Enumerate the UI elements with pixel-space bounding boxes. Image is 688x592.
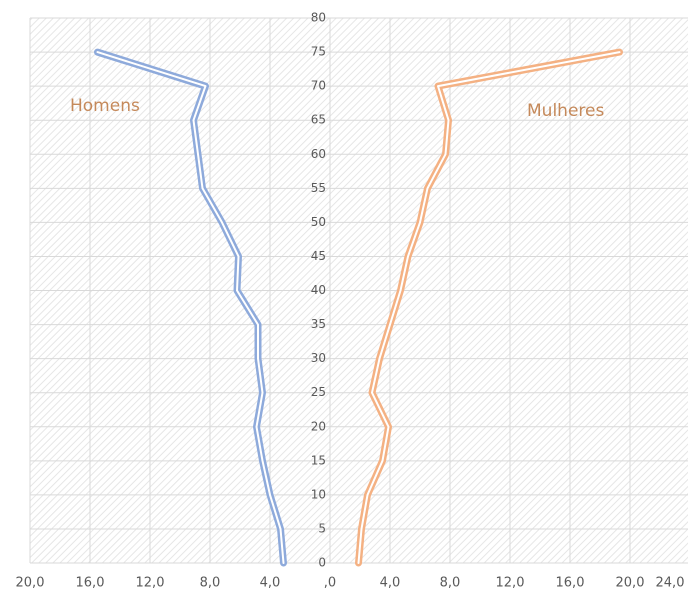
- x-tick-label: 4,0: [260, 576, 281, 591]
- y-tick-label: 25: [311, 385, 326, 399]
- y-tick-label: 80: [311, 11, 326, 25]
- line-inner: [357, 51, 621, 564]
- y-tick-label: 70: [311, 79, 326, 93]
- x-tick-label: 8,0: [440, 576, 461, 591]
- y-tick-label: 40: [311, 283, 326, 297]
- y-tick-label: 55: [311, 181, 326, 195]
- y-tick-label: 5: [318, 521, 326, 535]
- series-label: Mulheres: [527, 101, 604, 121]
- y-tick-label: 15: [311, 453, 326, 467]
- x-tick-label: 8,0: [200, 576, 221, 591]
- y-tick-label: 65: [311, 113, 326, 127]
- x-tick-label: ,0: [324, 576, 336, 591]
- y-tick-label: 50: [311, 215, 326, 229]
- x-tick-label: 20,0: [16, 576, 45, 591]
- y-tick-label: 10: [311, 487, 326, 501]
- line-inner: [96, 51, 285, 564]
- y-tick-label: 20: [311, 419, 326, 433]
- y-tick-label: 45: [311, 249, 326, 263]
- x-tick-label: 24,0: [656, 576, 685, 591]
- y-tick-label: 30: [311, 351, 326, 365]
- y-tick-label: 35: [311, 317, 326, 331]
- x-tick-label: 20,0: [616, 576, 645, 591]
- x-tick-label: 12,0: [496, 576, 525, 591]
- series-label: Homens: [70, 96, 140, 116]
- x-tick-label: 16,0: [556, 576, 585, 591]
- y-tick-label: 60: [311, 147, 326, 161]
- x-tick-label: 4,0: [380, 576, 401, 591]
- x-tick-label: 16,0: [76, 576, 105, 591]
- y-tick-label: 0: [318, 556, 326, 570]
- y-tick-label: 75: [311, 45, 326, 59]
- x-tick-label: 12,0: [136, 576, 165, 591]
